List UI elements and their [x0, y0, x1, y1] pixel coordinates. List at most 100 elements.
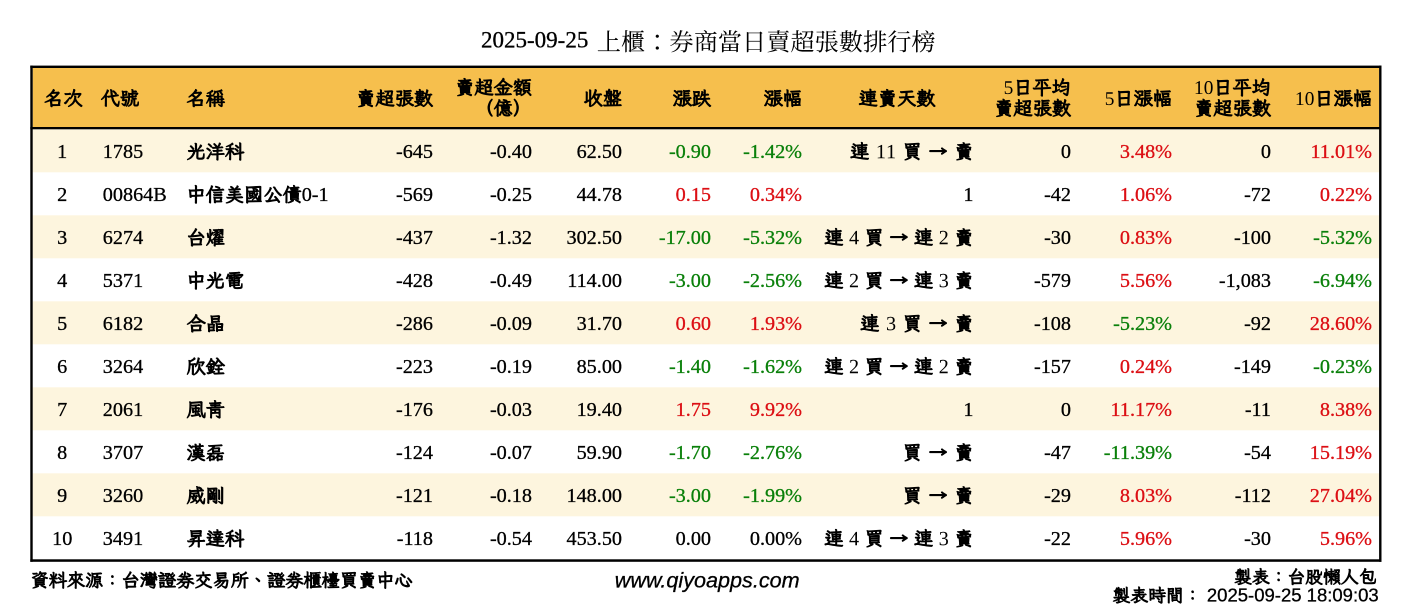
svg-text:-30: -30: [1044, 227, 1071, 249]
svg-text:-3.00: -3.00: [669, 485, 711, 507]
svg-text:11.17%: 11.17%: [1111, 399, 1173, 421]
svg-text:0: 0: [1061, 399, 1071, 421]
svg-text:1.06%: 1.06%: [1120, 184, 1172, 206]
svg-text:0.15: 0.15: [676, 184, 711, 206]
svg-text:-0.54: -0.54: [490, 528, 532, 550]
svg-text:302.50: 302.50: [566, 227, 622, 249]
svg-text:1: 1: [963, 399, 973, 421]
svg-text:0.24%: 0.24%: [1120, 356, 1172, 378]
svg-text:-176: -176: [396, 399, 433, 421]
svg-text:5371: 5371: [103, 270, 143, 292]
svg-text:-2.56%: -2.56%: [743, 270, 802, 292]
svg-text:-2.76%: -2.76%: [743, 442, 802, 464]
svg-text:-0.90: -0.90: [669, 141, 711, 163]
svg-text:-5.32%: -5.32%: [743, 227, 802, 249]
svg-text:148.00: 148.00: [566, 485, 622, 507]
svg-text:5: 5: [57, 313, 67, 335]
svg-text:-149: -149: [1234, 356, 1271, 378]
svg-text:5.96%: 5.96%: [1120, 528, 1172, 550]
svg-text:-1,083: -1,083: [1219, 270, 1271, 292]
svg-text:2061: 2061: [103, 399, 143, 421]
svg-text:-428: -428: [396, 270, 433, 292]
svg-text:-112: -112: [1235, 485, 1271, 507]
svg-text:-569: -569: [396, 184, 433, 206]
svg-text:15.19%: 15.19%: [1310, 442, 1372, 464]
svg-text:27.04%: 27.04%: [1310, 485, 1372, 507]
svg-text:8.38%: 8.38%: [1320, 399, 1372, 421]
svg-text:3.48%: 3.48%: [1120, 141, 1172, 163]
svg-text:2025-09-25: 2025-09-25: [481, 28, 588, 53]
svg-text:-17.00: -17.00: [659, 227, 711, 249]
svg-text:-645: -645: [396, 141, 433, 163]
svg-text:0.34%: 0.34%: [750, 184, 802, 206]
svg-text:5.96%: 5.96%: [1320, 528, 1372, 550]
svg-text:8: 8: [57, 442, 67, 464]
svg-text:6: 6: [57, 356, 67, 378]
svg-text:-0.19: -0.19: [490, 356, 532, 378]
svg-text:2: 2: [57, 184, 67, 206]
svg-text:5.56%: 5.56%: [1120, 270, 1172, 292]
svg-text:-6.94%: -6.94%: [1313, 270, 1372, 292]
svg-text:6274: 6274: [103, 227, 143, 249]
svg-text:-92: -92: [1244, 313, 1271, 335]
svg-text:-0.49: -0.49: [490, 270, 532, 292]
svg-text:-0.40: -0.40: [490, 141, 532, 163]
svg-text:0: 0: [1261, 141, 1271, 163]
svg-text:85.00: 85.00: [577, 356, 622, 378]
svg-text:1785: 1785: [103, 141, 143, 163]
svg-text:-118: -118: [397, 528, 433, 550]
svg-text:6182: 6182: [103, 313, 143, 335]
svg-text:-1.42%: -1.42%: [743, 141, 802, 163]
svg-text:-0.23%: -0.23%: [1313, 356, 1372, 378]
svg-text:0-1: 0-1: [302, 184, 329, 206]
svg-text:4: 4: [57, 270, 67, 292]
svg-text:59.90: 59.90: [577, 442, 622, 464]
svg-text:-0.03: -0.03: [490, 399, 532, 421]
svg-text:-157: -157: [1034, 356, 1071, 378]
svg-text:0.60: 0.60: [676, 313, 711, 335]
svg-text:-1.40: -1.40: [669, 356, 711, 378]
svg-text:-100: -100: [1234, 227, 1271, 249]
svg-text:-54: -54: [1244, 442, 1271, 464]
svg-text:-1.99%: -1.99%: [743, 485, 802, 507]
svg-text:28.60%: 28.60%: [1310, 313, 1372, 335]
svg-text:0.00%: 0.00%: [750, 528, 802, 550]
svg-text:-108: -108: [1034, 313, 1071, 335]
svg-text:8.03%: 8.03%: [1120, 485, 1172, 507]
svg-text:-11.39%: -11.39%: [1104, 442, 1172, 464]
svg-text:-1.32: -1.32: [490, 227, 532, 249]
svg-text:-42: -42: [1044, 184, 1071, 206]
svg-text:-1.62%: -1.62%: [743, 356, 802, 378]
svg-text:-30: -30: [1244, 528, 1271, 550]
svg-text:-121: -121: [396, 485, 433, 507]
svg-text:0: 0: [1061, 141, 1071, 163]
svg-text:-29: -29: [1044, 485, 1071, 507]
svg-text:11.01%: 11.01%: [1311, 141, 1373, 163]
svg-text:3264: 3264: [103, 356, 143, 378]
svg-text:-5.32%: -5.32%: [1313, 227, 1372, 249]
svg-text:-1.70: -1.70: [669, 442, 711, 464]
svg-text:0.00: 0.00: [676, 528, 711, 550]
svg-text:-5.23%: -5.23%: [1113, 313, 1172, 335]
svg-text:-0.18: -0.18: [490, 485, 532, 507]
svg-text:-11: -11: [1245, 399, 1271, 421]
svg-text:-223: -223: [396, 356, 433, 378]
svg-text:3260: 3260: [103, 485, 143, 507]
svg-text:1: 1: [963, 184, 973, 206]
svg-text:62.50: 62.50: [577, 141, 622, 163]
svg-text:-3.00: -3.00: [669, 270, 711, 292]
svg-text:10: 10: [52, 528, 72, 550]
svg-text:-579: -579: [1034, 270, 1071, 292]
svg-text:1: 1: [57, 141, 67, 163]
svg-text:-437: -437: [396, 227, 433, 249]
svg-text:19.40: 19.40: [577, 399, 622, 421]
svg-text:3707: 3707: [103, 442, 143, 464]
svg-text:-47: -47: [1044, 442, 1071, 464]
svg-text:1.93%: 1.93%: [750, 313, 802, 335]
svg-text:0.83%: 0.83%: [1120, 227, 1172, 249]
svg-text:-0.25: -0.25: [490, 184, 532, 206]
svg-text:44.78: 44.78: [577, 184, 622, 206]
svg-text:2025-09-25 18:09:03: 2025-09-25 18:09:03: [1207, 585, 1379, 606]
svg-text:453.50: 453.50: [566, 528, 622, 550]
svg-text:-286: -286: [396, 313, 433, 335]
